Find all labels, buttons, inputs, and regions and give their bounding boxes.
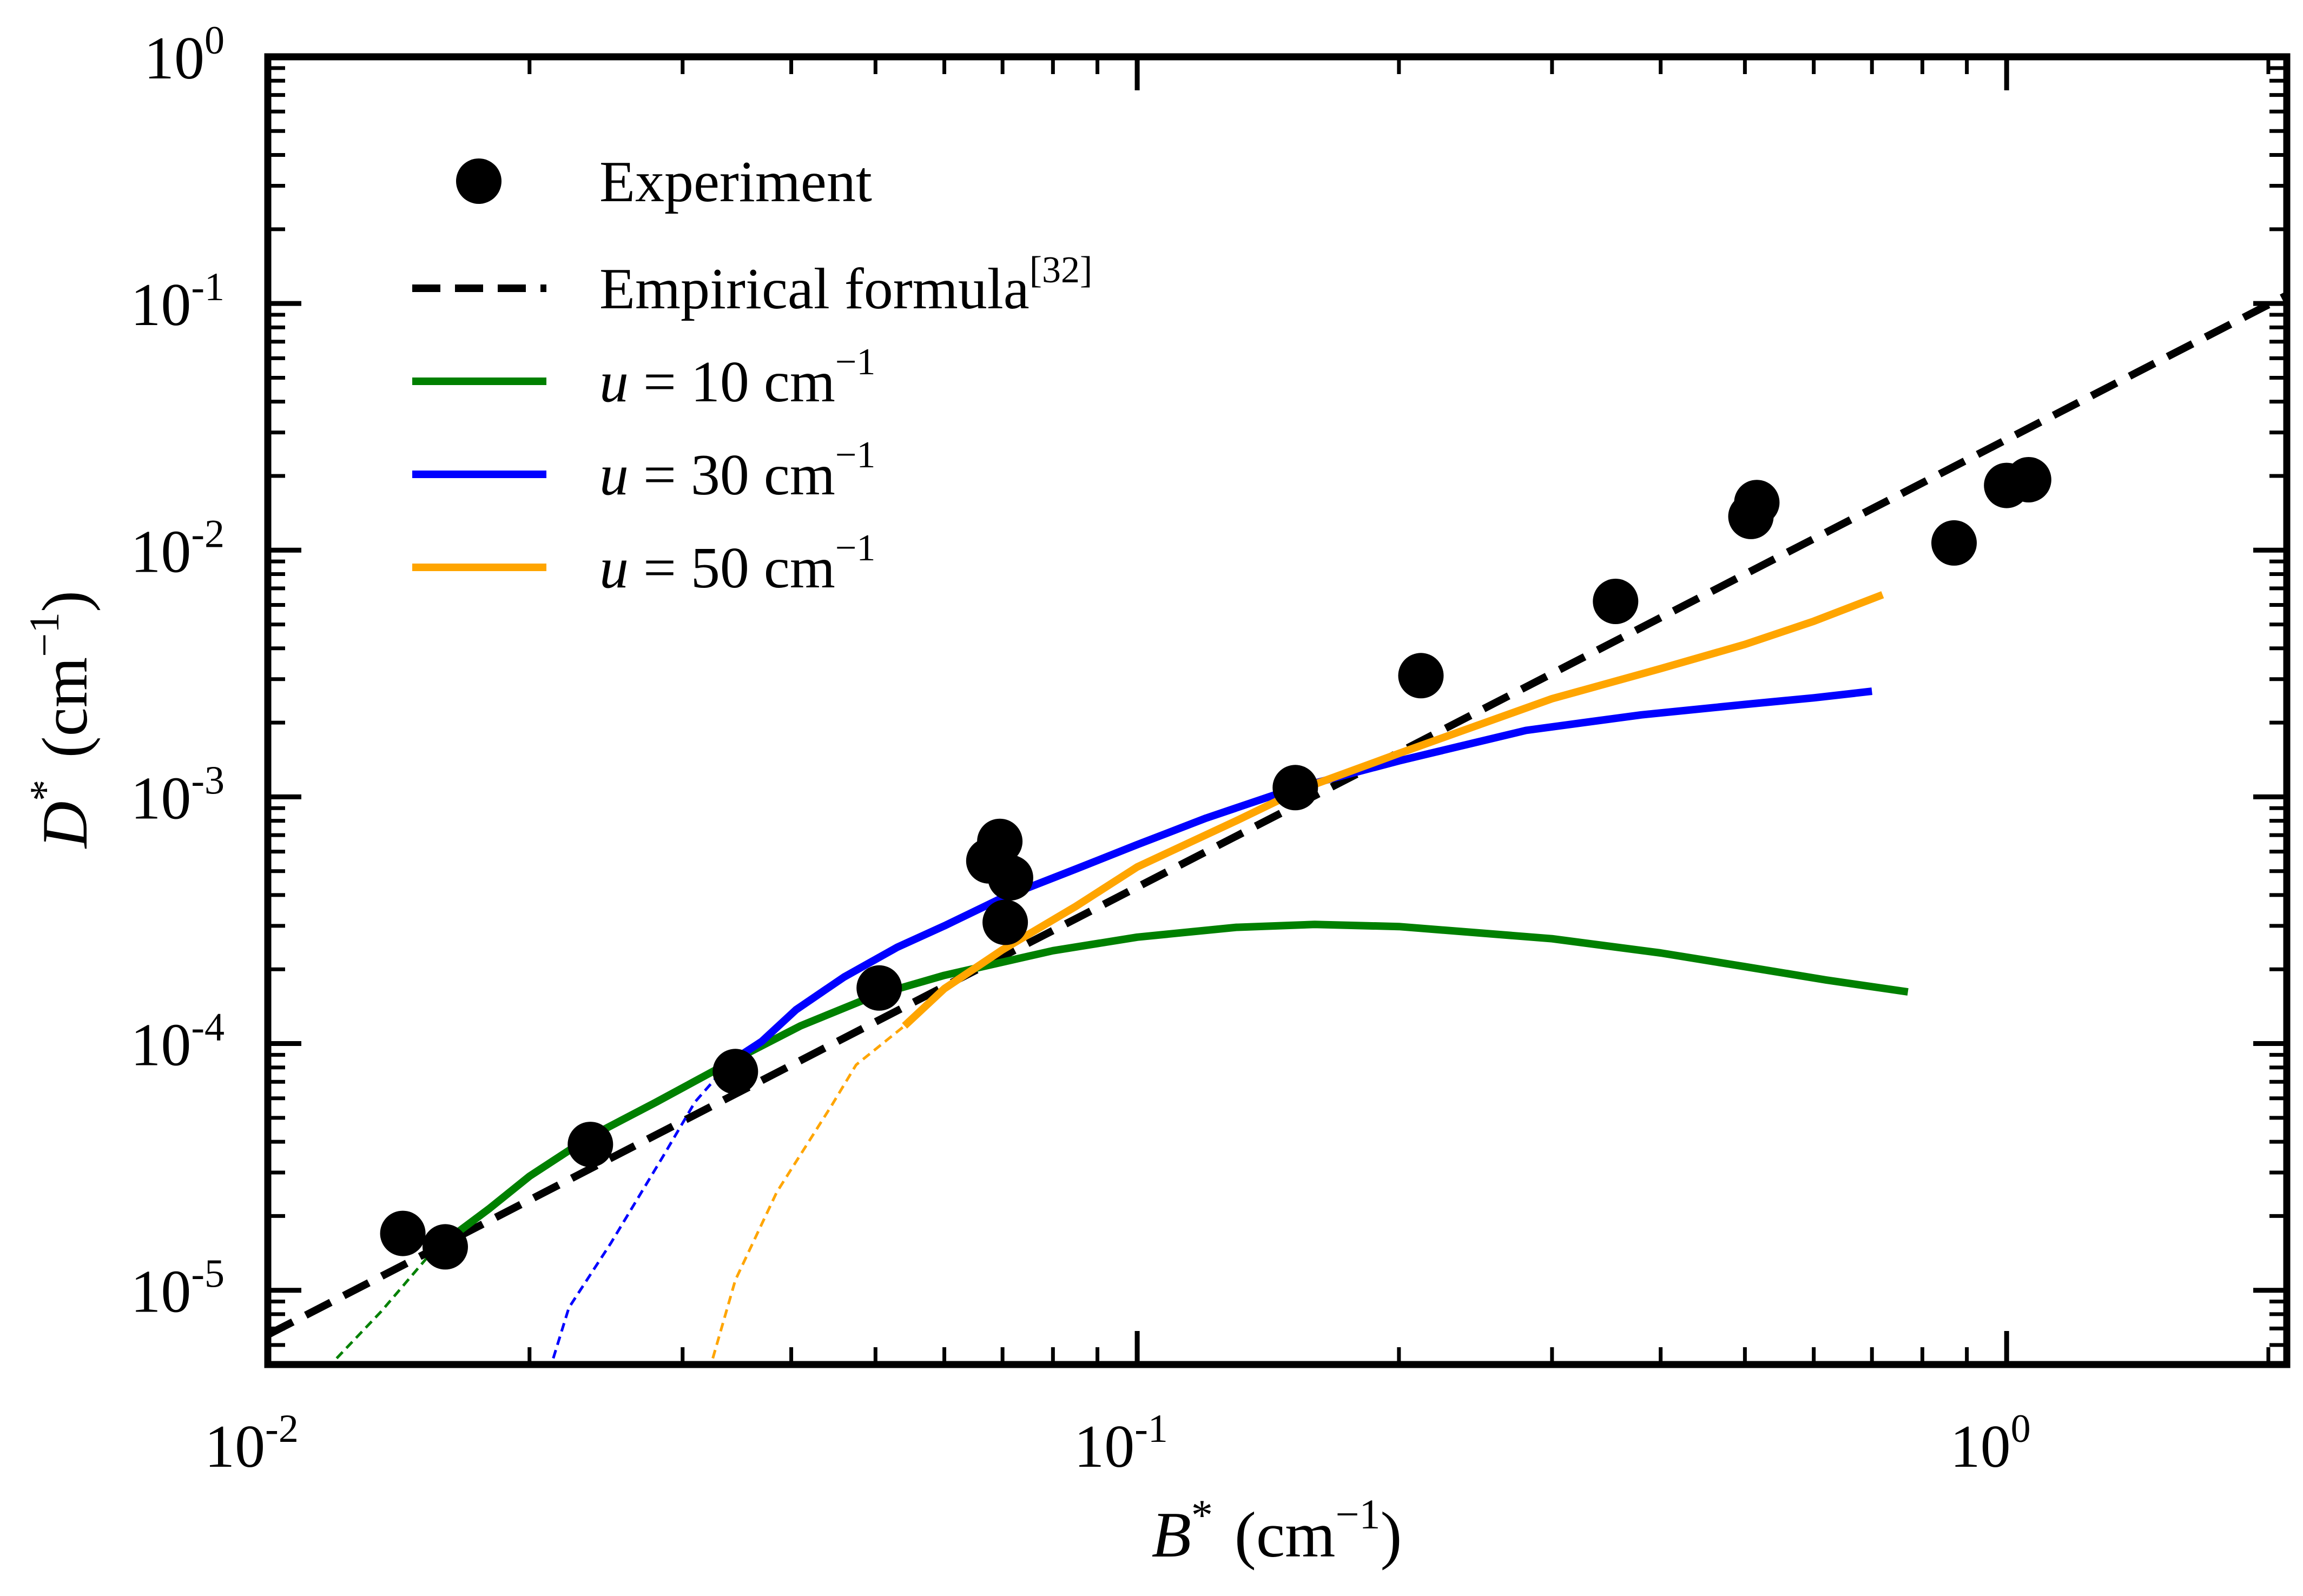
x-tick-label-base: 10 bbox=[1074, 1413, 1134, 1480]
y-tick-label-base: 10 bbox=[130, 271, 191, 339]
legend-label-u50: u = 50 cm−1 bbox=[599, 527, 875, 600]
legend-label-u30-exp: −1 bbox=[835, 434, 875, 476]
y-axis-unit: (cm bbox=[29, 657, 101, 758]
plot-frame bbox=[264, 53, 2291, 1368]
y-tick-label-exponent: -4 bbox=[191, 1005, 225, 1050]
x-tick-label: 100 bbox=[1950, 1407, 2031, 1480]
legend-label-u30-var: u bbox=[599, 443, 629, 507]
y-tick-label-exponent: -5 bbox=[191, 1252, 225, 1296]
experiment-point bbox=[712, 1049, 758, 1095]
x-tick-label-base: 10 bbox=[204, 1413, 265, 1480]
y-tick-label: 10-4 bbox=[130, 1005, 225, 1079]
x-axis-unit-exp: −1 bbox=[1335, 1491, 1380, 1538]
experiment-point bbox=[1734, 480, 1780, 526]
y-tick-label-base: 10 bbox=[130, 1012, 191, 1079]
y-tick-label-base: 10 bbox=[130, 518, 191, 585]
x-tick-label: 10-2 bbox=[204, 1407, 299, 1480]
legend-label-u10: u = 10 cm−1 bbox=[599, 341, 875, 414]
y-axis-unit-exp: −1 bbox=[21, 612, 68, 657]
legend-label-u50-exp: −1 bbox=[835, 527, 875, 569]
legend-label-u30-rest: = 30 cm bbox=[629, 443, 835, 507]
legend-label-u10-var: u bbox=[599, 350, 629, 414]
experiment-point bbox=[856, 965, 902, 1011]
x-tick-label-exponent: 0 bbox=[2011, 1407, 2031, 1451]
experiment-point bbox=[1593, 579, 1639, 624]
x-axis-symbol-sup: * bbox=[1191, 1492, 1213, 1539]
y-tick-label-base: 10 bbox=[130, 765, 191, 832]
y-tick-label-base: 10 bbox=[130, 1259, 191, 1326]
experiment-point bbox=[982, 899, 1028, 945]
legend-label-u50-rest: = 50 cm bbox=[629, 536, 835, 600]
legend-label-u10-rest: = 10 cm bbox=[629, 350, 835, 414]
experiment-point bbox=[380, 1210, 426, 1256]
experiment-points bbox=[380, 457, 2051, 1270]
legend-label-empirical: Empirical formula[32] bbox=[599, 249, 1092, 321]
y-axis-title: D* (cm−1) bbox=[21, 591, 101, 849]
x-tick-label-exponent: -1 bbox=[1134, 1407, 1168, 1451]
legend-label-experiment: Experiment bbox=[599, 150, 872, 214]
experiment-point bbox=[2005, 457, 2051, 502]
legend-label-empirical-text: Empirical formula bbox=[599, 257, 1030, 321]
series-2-extrapolation bbox=[552, 1061, 731, 1359]
experiment-point bbox=[567, 1122, 613, 1168]
series-2-line bbox=[728, 687, 1872, 1065]
y-axis-symbol: D bbox=[29, 801, 101, 849]
x-tick-label-base: 10 bbox=[1950, 1413, 2011, 1480]
experiment-point bbox=[1931, 520, 1977, 566]
y-tick-label-exponent: 0 bbox=[204, 18, 225, 63]
legend-label-u30: u = 30 cm−1 bbox=[599, 434, 875, 507]
legend: Experiment Empirical formula[32] u = 10 … bbox=[412, 150, 1092, 600]
x-axis-symbol: B bbox=[1152, 1499, 1191, 1571]
experiment-point bbox=[987, 855, 1033, 900]
experiment-point bbox=[423, 1224, 468, 1270]
y-tick-label: 10-5 bbox=[130, 1252, 225, 1326]
experiment-point bbox=[1398, 653, 1444, 699]
y-tick-label-exponent: -1 bbox=[191, 265, 225, 309]
x-axis-title: B* (cm−1) bbox=[1152, 1491, 1402, 1571]
y-axis-unit-close: ) bbox=[29, 591, 101, 612]
legend-marker-experiment bbox=[456, 158, 501, 204]
experiment-point bbox=[977, 818, 1023, 864]
y-tick-label-exponent: -2 bbox=[191, 512, 225, 556]
y-tick-label: 10-2 bbox=[130, 512, 225, 585]
series-0-line bbox=[268, 292, 2287, 1339]
y-tick-label-exponent: -3 bbox=[191, 758, 225, 803]
series-1-extrapolation bbox=[335, 1249, 434, 1360]
legend-label-empirical-ref: [32] bbox=[1030, 249, 1093, 291]
x-tick-label-exponent: -2 bbox=[265, 1407, 299, 1451]
y-tick-label: 10-3 bbox=[130, 758, 225, 832]
x-axis-unit-close: ) bbox=[1380, 1499, 1402, 1571]
y-tick-label: 100 bbox=[144, 18, 225, 92]
experiment-point bbox=[1272, 765, 1318, 811]
series-3-extrapolation bbox=[711, 1024, 906, 1359]
x-tick-label: 10-1 bbox=[1074, 1407, 1168, 1480]
legend-label-u50-var: u bbox=[599, 536, 629, 600]
y-tick-label: 10-1 bbox=[130, 265, 225, 339]
y-tick-label-base: 10 bbox=[144, 25, 204, 92]
y-axis-symbol-sup: * bbox=[22, 779, 69, 801]
x-axis-unit: (cm bbox=[1235, 1499, 1336, 1571]
legend-label-u10-exp: −1 bbox=[835, 341, 875, 383]
